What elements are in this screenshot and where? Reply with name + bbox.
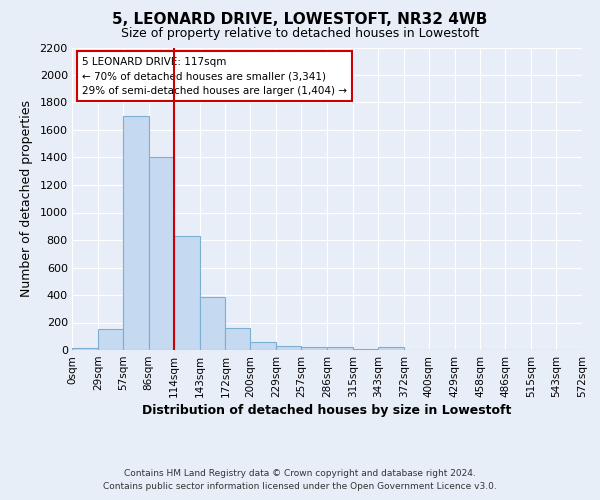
Bar <box>123 116 149 350</box>
Bar <box>199 297 226 350</box>
Bar <box>327 346 353 350</box>
Bar <box>276 346 301 350</box>
Bar <box>98 328 123 350</box>
Bar <box>72 348 98 350</box>
Bar <box>378 347 404 350</box>
Bar <box>301 347 327 350</box>
Text: 5 LEONARD DRIVE: 117sqm
← 70% of detached houses are smaller (3,341)
29% of semi: 5 LEONARD DRIVE: 117sqm ← 70% of detache… <box>82 56 347 96</box>
Bar <box>173 236 199 350</box>
Text: 5, LEONARD DRIVE, LOWESTOFT, NR32 4WB: 5, LEONARD DRIVE, LOWESTOFT, NR32 4WB <box>112 12 488 28</box>
Y-axis label: Number of detached properties: Number of detached properties <box>20 100 32 297</box>
Bar <box>226 328 250 350</box>
Text: Size of property relative to detached houses in Lowestoft: Size of property relative to detached ho… <box>121 28 479 40</box>
Text: Contains HM Land Registry data © Crown copyright and database right 2024.
Contai: Contains HM Land Registry data © Crown c… <box>103 470 497 491</box>
X-axis label: Distribution of detached houses by size in Lowestoft: Distribution of detached houses by size … <box>142 404 512 417</box>
Bar <box>250 342 276 350</box>
Bar <box>149 158 173 350</box>
